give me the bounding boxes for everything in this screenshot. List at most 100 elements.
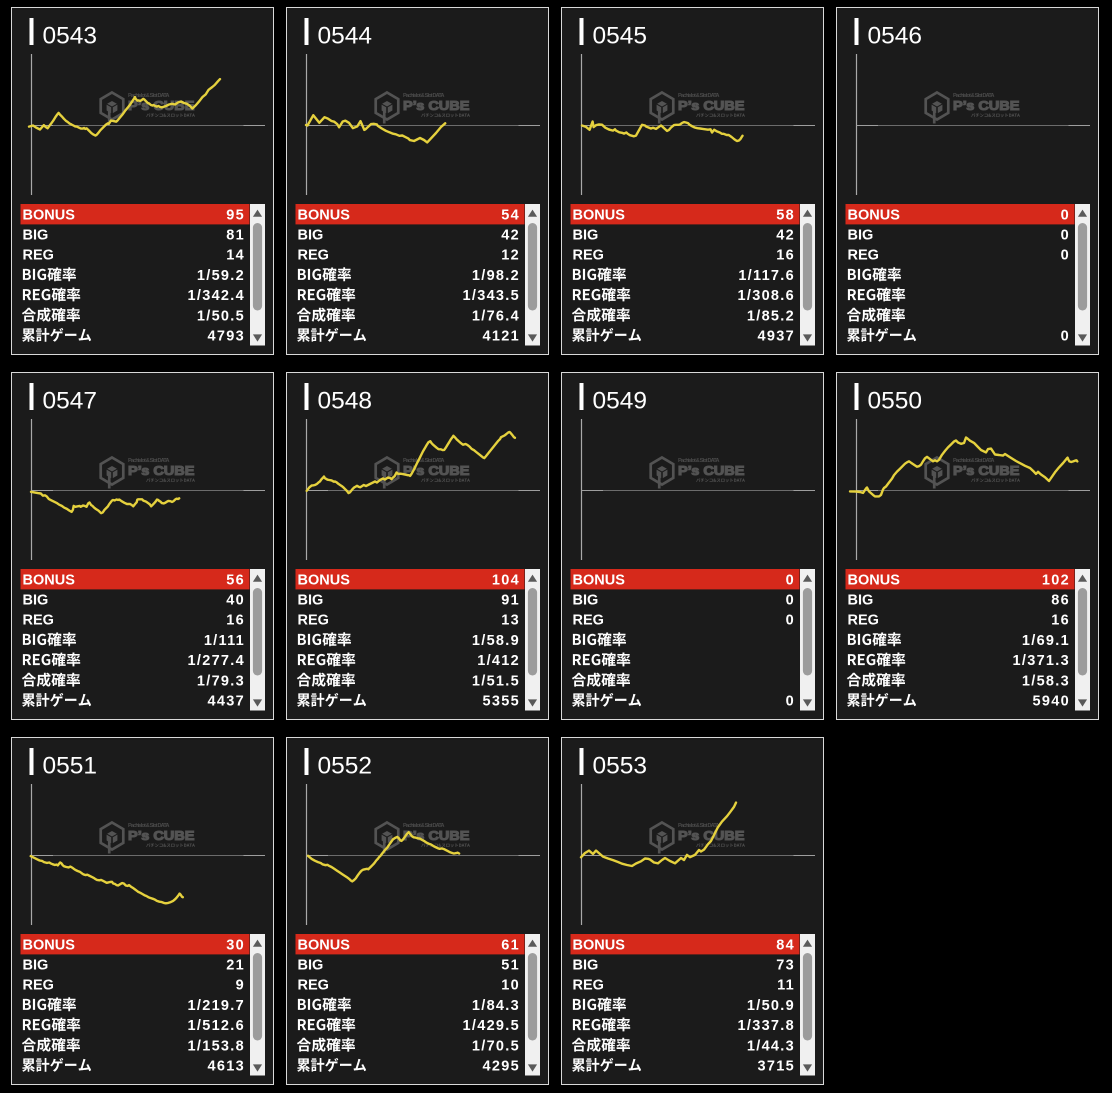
- svg-text:13: 13: [501, 613, 520, 629]
- svg-text:BONUS: BONUS: [848, 207, 901, 223]
- svg-text:1/337.8: 1/337.8: [738, 1018, 795, 1034]
- svg-text:REG: REG: [573, 613, 604, 629]
- svg-text:42: 42: [776, 228, 795, 244]
- svg-text:BIG: BIG: [573, 593, 599, 609]
- svg-text:REG: REG: [23, 978, 54, 994]
- svg-text:11: 11: [777, 978, 795, 994]
- svg-text:5940: 5940: [1033, 694, 1070, 710]
- svg-text:1/76.4: 1/76.4: [472, 308, 520, 324]
- svg-text:BONUS: BONUS: [23, 207, 76, 223]
- svg-text:BONUS: BONUS: [23, 937, 76, 953]
- svg-text:1/58.3: 1/58.3: [1022, 673, 1070, 689]
- svg-text:9: 9: [236, 978, 245, 994]
- svg-text:14: 14: [226, 248, 245, 264]
- svg-text:1/343.5: 1/343.5: [463, 288, 520, 304]
- svg-text:1/98.2: 1/98.2: [472, 268, 520, 284]
- svg-text:REG: REG: [23, 613, 54, 629]
- svg-text:1/429.5: 1/429.5: [463, 1018, 520, 1034]
- svg-text:BIG: BIG: [23, 593, 49, 609]
- svg-text:95: 95: [226, 207, 245, 223]
- svg-text:BIG: BIG: [23, 228, 49, 244]
- svg-text:4937: 4937: [758, 329, 795, 345]
- svg-text:102: 102: [1042, 572, 1070, 588]
- svg-text:0: 0: [1061, 248, 1070, 264]
- svg-text:4437: 4437: [208, 694, 245, 710]
- svg-text:REG: REG: [573, 248, 604, 264]
- svg-text:61: 61: [501, 937, 520, 953]
- svg-text:1/219.7: 1/219.7: [188, 998, 245, 1014]
- svg-text:BIG: BIG: [23, 958, 49, 974]
- svg-text:54: 54: [501, 207, 520, 223]
- svg-text:BIG: BIG: [848, 593, 874, 609]
- svg-text:1/59.2: 1/59.2: [197, 268, 245, 284]
- svg-text:0550: 0550: [868, 388, 923, 415]
- svg-text:10: 10: [501, 978, 520, 994]
- svg-text:REG: REG: [298, 978, 329, 994]
- svg-text:0: 0: [786, 572, 795, 588]
- svg-text:1/412: 1/412: [477, 653, 520, 669]
- svg-text:21: 21: [226, 958, 245, 974]
- svg-text:0549: 0549: [593, 388, 648, 415]
- svg-text:4613: 4613: [208, 1059, 245, 1075]
- svg-text:0: 0: [1061, 329, 1070, 345]
- svg-text:REG: REG: [848, 248, 879, 264]
- svg-text:BONUS: BONUS: [298, 207, 351, 223]
- svg-text:BIG: BIG: [573, 958, 599, 974]
- svg-text:3715: 3715: [758, 1059, 795, 1075]
- svg-text:BONUS: BONUS: [298, 572, 351, 588]
- svg-text:BONUS: BONUS: [573, 207, 626, 223]
- svg-text:0: 0: [786, 593, 795, 609]
- svg-text:0544: 0544: [318, 23, 373, 50]
- svg-text:REG: REG: [298, 613, 329, 629]
- svg-text:1/117.6: 1/117.6: [738, 268, 795, 284]
- svg-text:1/277.4: 1/277.4: [188, 653, 245, 669]
- svg-text:0552: 0552: [318, 753, 373, 780]
- svg-text:51: 51: [501, 958, 520, 974]
- svg-text:0548: 0548: [318, 388, 373, 415]
- svg-text:1/50.9: 1/50.9: [747, 998, 795, 1014]
- svg-text:1/153.8: 1/153.8: [188, 1038, 245, 1054]
- svg-text:1/111: 1/111: [204, 633, 245, 649]
- svg-text:0553: 0553: [593, 753, 648, 780]
- svg-text:BIG: BIG: [298, 593, 324, 609]
- svg-text:1/84.3: 1/84.3: [472, 998, 520, 1014]
- svg-text:1/79.3: 1/79.3: [197, 673, 245, 689]
- svg-text:BIG: BIG: [298, 228, 324, 244]
- svg-text:0545: 0545: [593, 23, 648, 50]
- svg-text:84: 84: [776, 937, 795, 953]
- svg-text:BONUS: BONUS: [848, 572, 901, 588]
- svg-text:0: 0: [786, 694, 795, 710]
- svg-text:81: 81: [226, 228, 245, 244]
- svg-text:REG: REG: [848, 613, 879, 629]
- svg-text:1/44.3: 1/44.3: [747, 1038, 795, 1054]
- svg-text:0546: 0546: [868, 23, 923, 50]
- svg-text:0: 0: [786, 613, 795, 629]
- svg-text:16: 16: [776, 248, 795, 264]
- svg-text:BONUS: BONUS: [573, 572, 626, 588]
- svg-text:30: 30: [226, 937, 245, 953]
- svg-text:REG: REG: [573, 978, 604, 994]
- svg-text:4295: 4295: [483, 1059, 520, 1075]
- svg-text:BIG: BIG: [298, 958, 324, 974]
- svg-text:BIG: BIG: [848, 228, 874, 244]
- svg-text:REG: REG: [298, 248, 329, 264]
- svg-text:4793: 4793: [208, 329, 245, 345]
- svg-text:56: 56: [226, 572, 245, 588]
- svg-text:1/69.1: 1/69.1: [1022, 633, 1070, 649]
- svg-text:0547: 0547: [43, 388, 98, 415]
- svg-text:91: 91: [501, 593, 520, 609]
- svg-text:BONUS: BONUS: [298, 937, 351, 953]
- svg-text:BONUS: BONUS: [23, 572, 76, 588]
- svg-text:104: 104: [492, 572, 520, 588]
- svg-text:0: 0: [1061, 207, 1070, 223]
- svg-text:86: 86: [1051, 593, 1070, 609]
- svg-text:4121: 4121: [483, 329, 520, 345]
- svg-text:BIG: BIG: [573, 228, 599, 244]
- svg-text:1/342.4: 1/342.4: [188, 288, 245, 304]
- svg-text:1/512.6: 1/512.6: [188, 1018, 245, 1034]
- svg-text:58: 58: [776, 207, 795, 223]
- svg-text:1/51.5: 1/51.5: [472, 673, 520, 689]
- svg-text:REG: REG: [23, 248, 54, 264]
- svg-text:1/58.9: 1/58.9: [472, 633, 520, 649]
- svg-text:BONUS: BONUS: [573, 937, 626, 953]
